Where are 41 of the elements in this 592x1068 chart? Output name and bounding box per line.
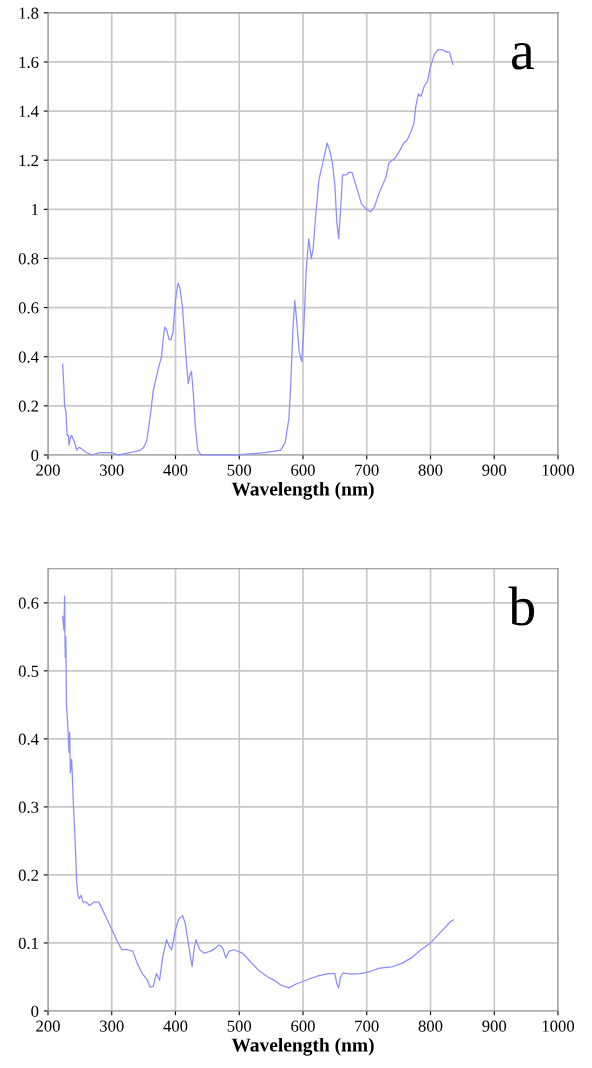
y-tick-label: 0 xyxy=(31,449,39,461)
y-tick-label: 0.4 xyxy=(18,733,39,745)
x-tick-label: 500 xyxy=(227,1020,252,1032)
x-tick-label: 200 xyxy=(36,1020,60,1032)
y-tick-label: 0.6 xyxy=(18,597,39,609)
y-tick-label: 0.8 xyxy=(18,253,39,265)
y-tick-label: 0.2 xyxy=(18,869,39,881)
annotation: a xyxy=(511,42,534,70)
y-tick-label: 0.1 xyxy=(18,937,38,949)
x-axis-title: Wavelength (nm) xyxy=(231,481,374,500)
x-tick-label: 300 xyxy=(100,1020,124,1032)
x-tick-label: 200 xyxy=(36,464,60,476)
line-series xyxy=(62,595,455,989)
y-tick-label: 0.4 xyxy=(18,351,39,363)
y-tick-label: 0.3 xyxy=(18,801,39,813)
y-tick-label: 0.6 xyxy=(18,302,39,314)
x-tick-label: 400 xyxy=(163,1020,188,1032)
x-tick-label: 800 xyxy=(418,464,443,476)
x-tick-label: 500 xyxy=(227,464,252,476)
y-tick-label: 0.2 xyxy=(18,400,39,412)
y-tick-label: 1 xyxy=(32,204,38,216)
x-tick-label: 1000 xyxy=(542,464,575,476)
y-tick-label: 0.5 xyxy=(18,665,39,677)
x-tick-label: 1000 xyxy=(542,1020,575,1032)
x-axis-title: Wavelength (nm) xyxy=(231,1037,374,1056)
annotation: b xyxy=(508,586,535,626)
x-tick-label: 900 xyxy=(482,464,507,476)
y-tick-label: 1.8 xyxy=(19,7,39,19)
x-tick-label: 300 xyxy=(100,464,124,476)
y-tick-label: 1.6 xyxy=(19,56,39,68)
x-tick-label: 800 xyxy=(418,1020,443,1032)
x-tick-label: 600 xyxy=(291,1020,315,1032)
x-tick-label: 600 xyxy=(291,464,315,476)
line-series xyxy=(62,49,454,456)
x-tick-label: 900 xyxy=(482,1020,507,1032)
x-tick-label: 400 xyxy=(163,464,188,476)
x-tick-label: 700 xyxy=(355,1020,379,1032)
y-tick-label: 0 xyxy=(31,1005,39,1017)
y-tick-label: 1.4 xyxy=(19,105,39,118)
x-tick-label: 700 xyxy=(355,464,379,476)
y-tick-label: 1.2 xyxy=(19,154,39,167)
